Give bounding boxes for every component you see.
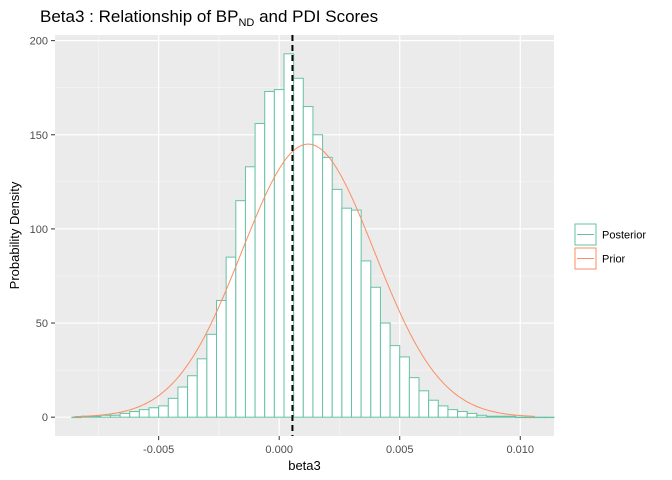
- histogram-bar: [437, 405, 449, 418]
- histogram-bar: [129, 411, 140, 418]
- chart-title: Beta3 : Relationship of BPND and PDI Sco…: [40, 7, 379, 29]
- histogram-bar: [206, 333, 218, 418]
- histogram-bar: [293, 77, 304, 418]
- histogram-bar: [264, 90, 275, 418]
- histogram-bar: [370, 286, 381, 418]
- legend-label-posterior: Posterior: [602, 230, 646, 242]
- histogram-bar: [322, 156, 333, 418]
- posterior-histogram: [71, 53, 555, 419]
- histogram-bar: [331, 188, 343, 418]
- x-axis-ticks: -0.005 0.000 0.005 0.010: [143, 436, 534, 456]
- histogram-bar: [177, 386, 189, 418]
- histogram-bar: [273, 89, 285, 418]
- x-tick-label: 0.005: [386, 444, 414, 456]
- histogram-bar: [379, 322, 391, 418]
- y-tick-label: 50: [36, 318, 48, 330]
- histogram-bar: [216, 299, 227, 418]
- histogram-bar: [235, 200, 246, 418]
- histogram-bar: [225, 256, 237, 418]
- x-tick-label: -0.005: [143, 444, 174, 456]
- histogram-bar: [244, 166, 256, 418]
- y-axis-title: Probability Density: [7, 181, 22, 289]
- histogram-bar: [341, 207, 353, 418]
- histogram-bar: [148, 407, 160, 418]
- histogram-bar: [167, 397, 179, 418]
- histogram-bar: [119, 412, 131, 418]
- x-axis-title: beta3: [288, 458, 321, 473]
- prior-density-line: [74, 143, 535, 418]
- x-tick-label: 0.000: [265, 444, 293, 456]
- histogram-bar: [351, 209, 362, 418]
- y-axis-ticks: 0 50 100 150 200: [30, 36, 55, 424]
- histogram-bar: [408, 377, 420, 418]
- histogram-bar: [109, 414, 121, 418]
- histogram-bar: [312, 134, 324, 418]
- histogram-bar: [399, 356, 410, 418]
- histogram-bar: [476, 414, 488, 418]
- histogram-bar: [100, 414, 111, 418]
- legend: Posterior Prior: [574, 223, 646, 270]
- histogram-bar: [389, 345, 401, 418]
- histogram-bar: [466, 412, 478, 418]
- histogram-bar: [158, 405, 169, 418]
- y-tick-label: 0: [42, 412, 48, 424]
- x-tick-label: 0.010: [506, 444, 534, 456]
- y-tick-label: 100: [30, 224, 48, 236]
- histogram-bar: [187, 375, 198, 418]
- legend-label-prior: Prior: [602, 254, 626, 266]
- histogram-bar: [90, 415, 102, 418]
- histogram-bar: [486, 415, 497, 418]
- histogram-bar: [428, 399, 439, 418]
- y-tick-label: 200: [30, 36, 48, 48]
- histogram-bar: [302, 106, 314, 418]
- histogram-bar: [447, 409, 459, 418]
- histogram-bar: [138, 409, 150, 418]
- histogram-bar: [457, 411, 468, 418]
- histogram-bar: [254, 122, 266, 418]
- histogram-bar: [196, 358, 208, 418]
- histogram-bar: [418, 390, 430, 418]
- histogram-bar: [495, 415, 507, 418]
- y-tick-label: 150: [30, 130, 48, 142]
- histogram-bar: [360, 260, 372, 418]
- histogram-bar: [505, 415, 516, 418]
